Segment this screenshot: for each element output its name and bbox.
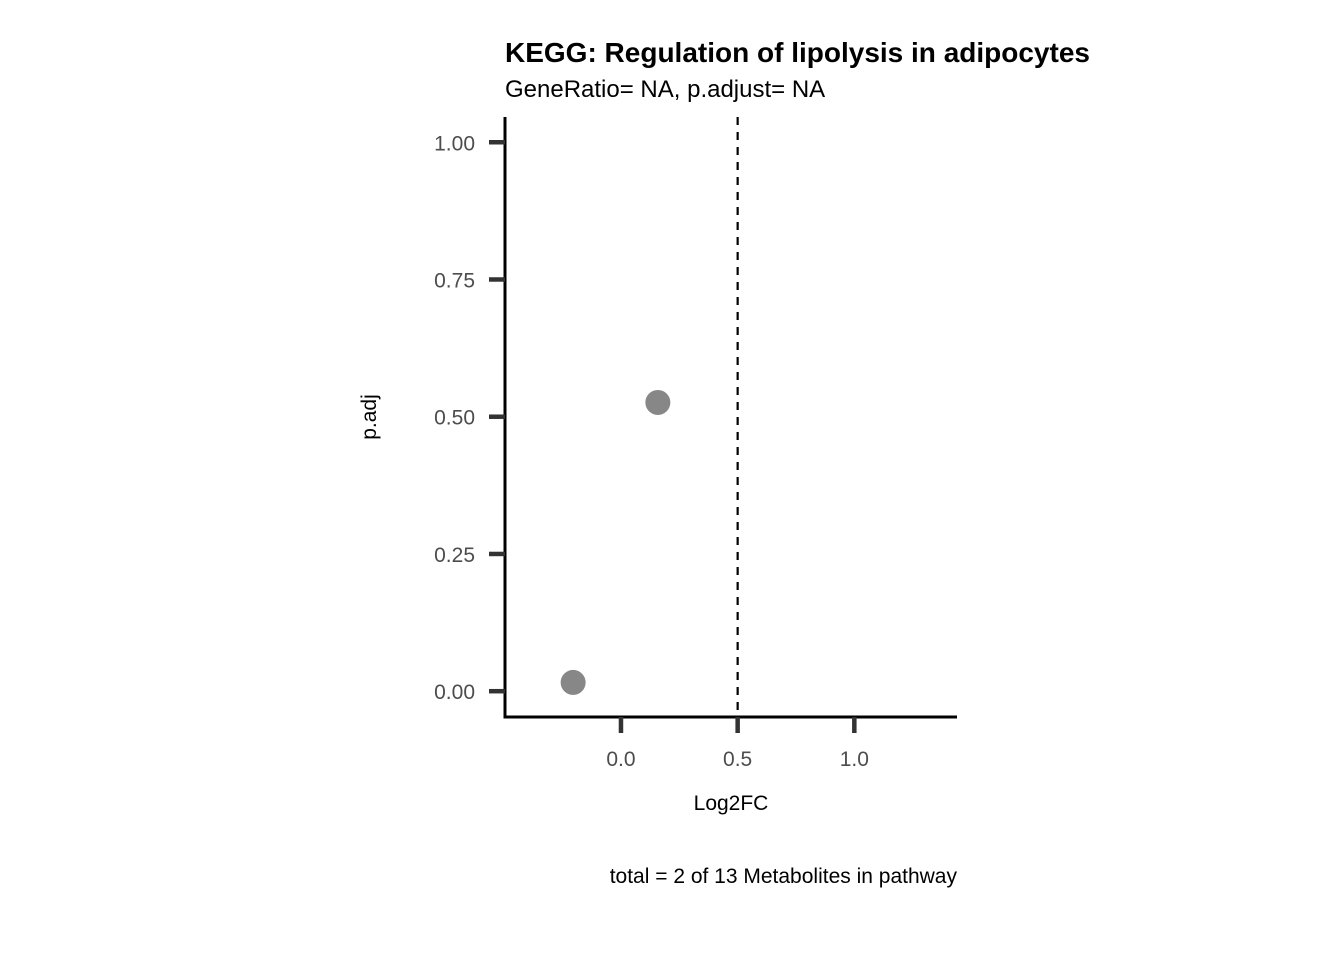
chart-caption: total = 2 of 13 Metabolites in pathway xyxy=(610,865,958,888)
y-tick-label: 0.00 xyxy=(434,681,475,704)
y-tick-label: 0.75 xyxy=(434,269,475,292)
x-axis-label: Log2FC xyxy=(694,792,769,815)
chart-subtitle: GeneRatio= NA, p.adjust= NA xyxy=(505,76,825,103)
x-tick-label: 0.5 xyxy=(723,748,752,771)
y-tick-label: 0.50 xyxy=(434,407,475,430)
chart-title: KEGG: Regulation of lipolysis in adipocy… xyxy=(505,37,1090,68)
plot-area: 0.00 0.25 0.50 0.75 1.00 0.0 0.5 1.0 xyxy=(434,117,957,771)
y-tick-label: 0.25 xyxy=(434,544,475,567)
data-point xyxy=(645,389,671,415)
y-axis-label: p.adj xyxy=(358,394,381,440)
data-point xyxy=(560,669,586,695)
x-tick-label: 1.0 xyxy=(840,748,869,771)
x-tick-label: 0.0 xyxy=(606,748,635,771)
y-tick-label: 1.00 xyxy=(434,132,475,155)
